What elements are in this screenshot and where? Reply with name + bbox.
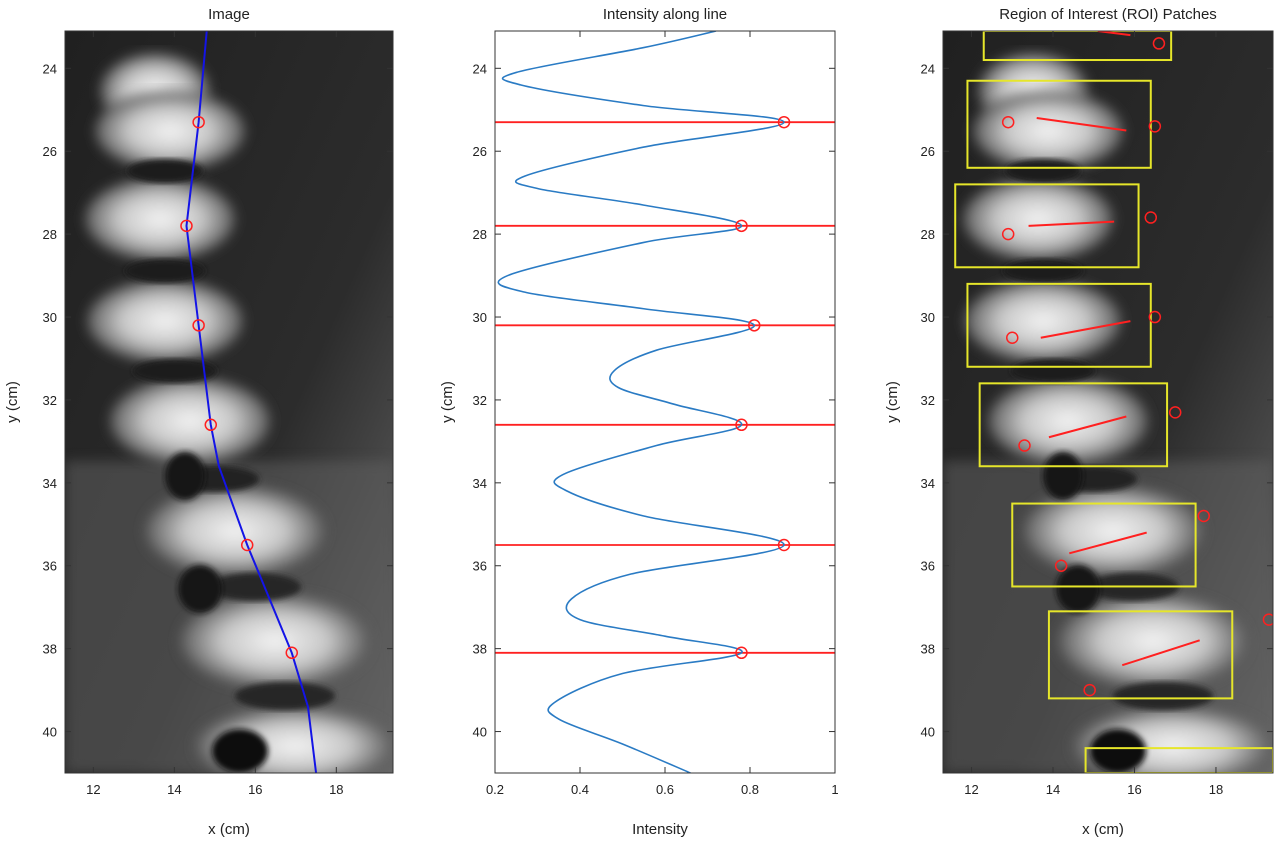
roi-box	[966, 79, 1152, 169]
y-tick-label: 38	[921, 642, 935, 657]
panel-title: Intensity along line	[603, 6, 727, 23]
intersection-marker	[204, 418, 218, 432]
y-tick-label: 26	[921, 144, 935, 159]
roi-orientation-segment	[1036, 117, 1127, 132]
x-tick-label: 0.2	[486, 782, 504, 797]
roi-corner-marker	[1148, 120, 1162, 133]
intersection-marker	[180, 219, 193, 233]
peak-marker	[735, 219, 748, 233]
y-tick-label: 38	[43, 642, 57, 657]
roi-orientation-segment	[1048, 415, 1127, 439]
y-axis-label: y (cm)	[884, 381, 901, 423]
y-tick-label: 32	[43, 393, 57, 408]
spine-image	[65, 31, 395, 786]
y-tick-label: 30	[473, 310, 487, 325]
x-axis-label: Intensity	[632, 821, 688, 838]
y-tick-label: 34	[43, 476, 57, 491]
roi-orientation-segment	[1097, 31, 1131, 37]
roi-corner-marker	[1152, 37, 1166, 50]
roi-corner-marker	[1262, 613, 1273, 626]
roi-box	[966, 282, 1152, 368]
roi-box	[954, 183, 1140, 269]
y-tick-label: 32	[921, 393, 935, 408]
roi-box	[978, 382, 1169, 468]
panel-title: Region of Interest (ROI) Patches	[999, 6, 1217, 23]
roi-box	[1047, 610, 1234, 700]
x-tick-label: 18	[329, 782, 343, 797]
y-tick-label: 36	[473, 559, 487, 574]
y-tick-label: 24	[921, 61, 935, 76]
x-tick-label: 14	[1046, 782, 1060, 797]
y-axis-label: y (cm)	[439, 381, 456, 423]
y-axis-label: y (cm)	[4, 381, 21, 423]
intersection-marker	[285, 646, 299, 660]
y-tick-label: 36	[921, 559, 935, 574]
y-tick-label: 24	[473, 61, 487, 76]
x-tick-label: 0.8	[741, 782, 759, 797]
panel-intensity: 0.2 0.4 0.6 0.8 1 24 26 28 30 32 34 36 38 40 Intensi…	[439, 6, 839, 838]
roi-corner-marker	[1001, 115, 1015, 129]
axes-frame	[64, 30, 394, 774]
x-tick-label: 0.4	[571, 782, 589, 797]
axes-frame	[942, 30, 1274, 774]
y-tick-label: 34	[473, 476, 487, 491]
roi-corner-marker	[1054, 559, 1068, 572]
spine-image	[943, 31, 1273, 786]
x-axis-label: x (cm)	[1082, 821, 1124, 838]
x-tick-label: 0.6	[656, 782, 674, 797]
y-tick-label: 40	[473, 725, 487, 740]
roi-corner-marker	[1006, 331, 1019, 344]
y-tick-label: 32	[473, 393, 487, 408]
y-tick-label: 28	[473, 227, 487, 242]
x-tick-label: 18	[1209, 782, 1223, 797]
intersection-marker	[192, 319, 205, 332]
roi-corner-marker	[1197, 509, 1210, 523]
y-tick-label: 34	[921, 476, 935, 491]
roi-orientation-segment	[1040, 320, 1131, 339]
panel-roi: 12 14 16 18 24 26 28 30 32 34 36 38 40 Region of In…	[884, 6, 1274, 838]
peak-marker	[748, 319, 761, 332]
panel-image: 12 14 16 18 24 26 28 30 32 34 36 38 40 Image x (cm)…	[4, 6, 395, 838]
roi-orientation-segment	[1121, 639, 1200, 667]
y-tick-label: 28	[921, 227, 935, 242]
roi-corner-marker	[1144, 211, 1158, 224]
roi-corner-marker	[1018, 439, 1031, 452]
x-tick-label: 14	[167, 782, 181, 797]
y-tick-label: 36	[43, 559, 57, 574]
peak-marker	[735, 418, 748, 432]
profile-line	[185, 31, 318, 773]
y-tick-label: 30	[43, 310, 57, 325]
peak-marker	[735, 646, 748, 660]
y-tick-label: 24	[43, 61, 57, 76]
y-tick-label: 26	[43, 144, 57, 159]
roi-corner-marker	[1168, 406, 1182, 419]
y-tick-label: 40	[43, 725, 57, 740]
roi-orientation-segment	[1028, 220, 1115, 227]
roi-corner-marker	[1001, 227, 1015, 241]
peak-marker	[777, 538, 791, 552]
x-axis-label: x (cm)	[208, 821, 250, 838]
x-tick-label: 16	[248, 782, 262, 797]
roi-box	[1011, 502, 1197, 588]
peak-marker	[777, 115, 791, 129]
y-tick-label: 30	[921, 310, 935, 325]
x-tick-label: 12	[86, 782, 100, 797]
roi-orientation-segment	[1069, 531, 1147, 555]
intensity-curve	[497, 31, 785, 773]
y-tick-label: 26	[473, 144, 487, 159]
y-tick-label: 38	[473, 642, 487, 657]
x-tick-label: 12	[964, 782, 978, 797]
x-tick-label: 16	[1127, 782, 1141, 797]
roi-box	[982, 31, 1173, 62]
panel-title: Image	[208, 6, 250, 23]
intersection-marker	[192, 115, 205, 129]
x-tick-label: 1	[831, 782, 838, 797]
roi-corner-marker	[1148, 310, 1162, 324]
intersection-marker	[240, 538, 254, 552]
roi-corner-marker	[1083, 683, 1096, 697]
y-tick-label: 28	[43, 227, 57, 242]
y-tick-label: 40	[921, 725, 935, 740]
